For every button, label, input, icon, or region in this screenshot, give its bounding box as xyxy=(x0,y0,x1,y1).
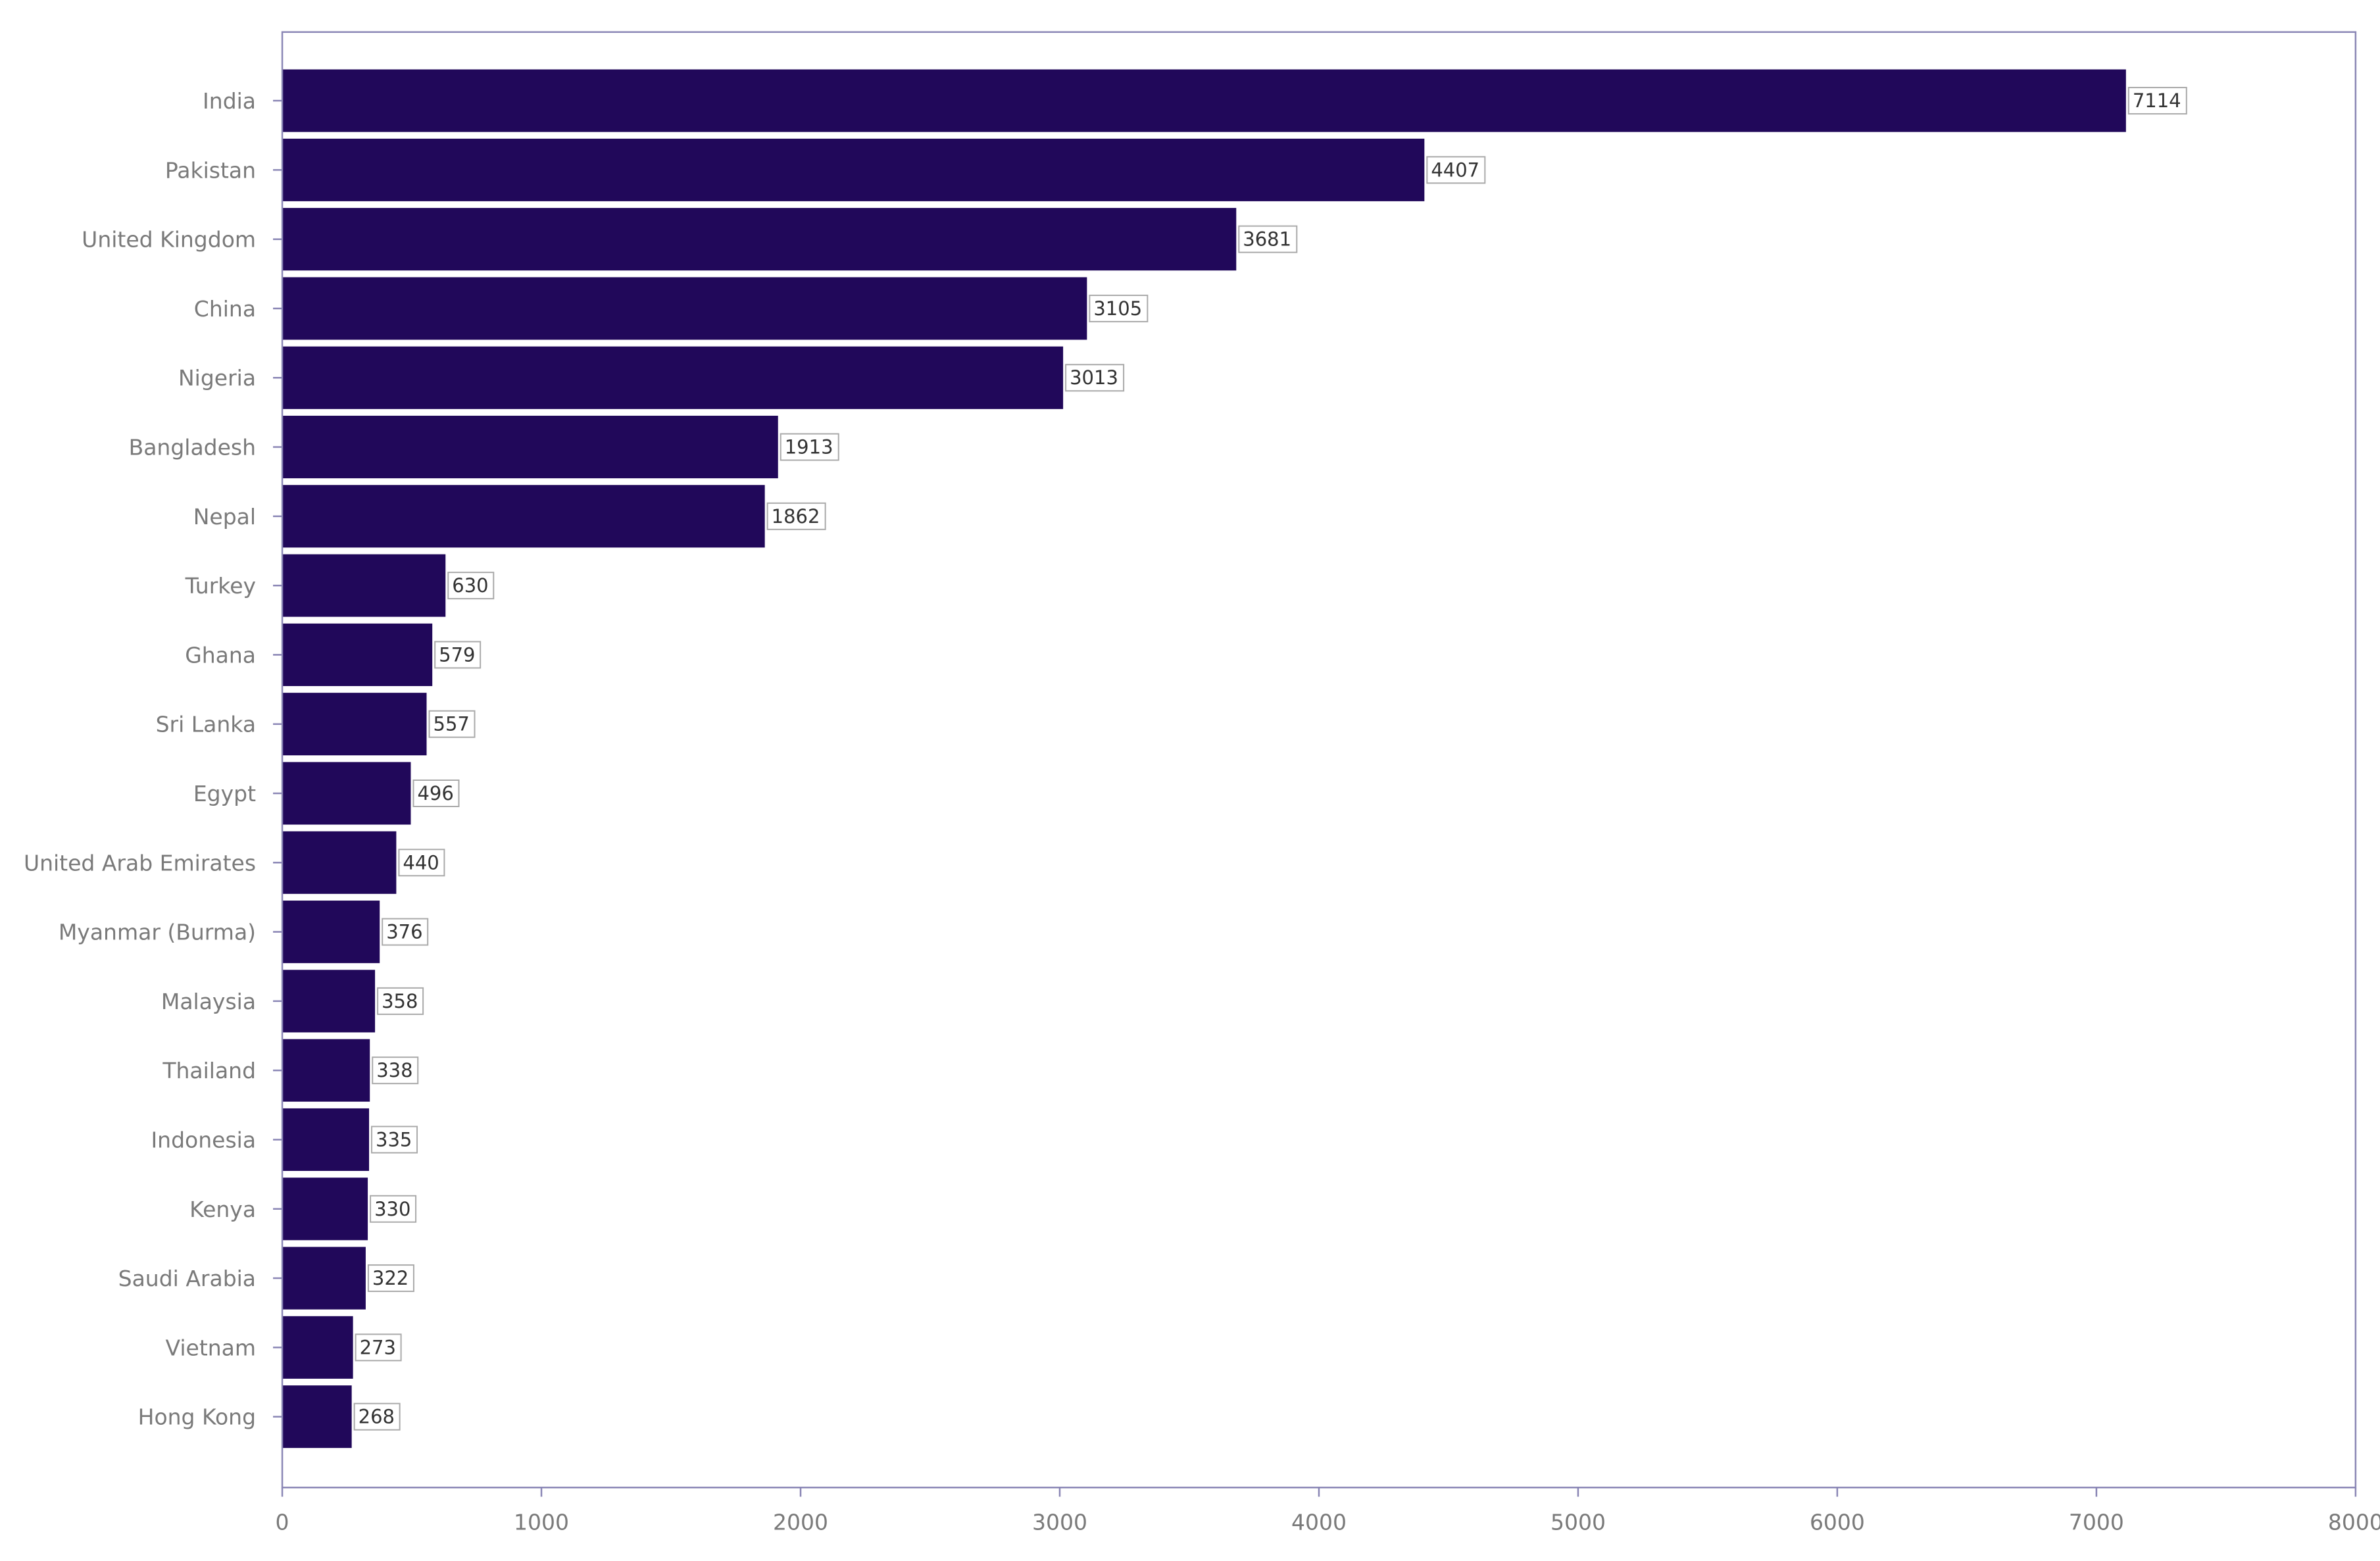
data-label: 1913 xyxy=(785,436,833,458)
category-label: United Arab Emirates xyxy=(24,850,256,876)
bar xyxy=(282,346,1064,409)
category-label: Pakistan xyxy=(165,157,256,183)
category-label: Kenya xyxy=(189,1197,256,1222)
category-label: Myanmar (Burma) xyxy=(59,920,256,945)
bar xyxy=(282,762,411,825)
bar xyxy=(282,970,376,1033)
data-label-box xyxy=(367,1264,414,1293)
bar xyxy=(282,1247,366,1310)
bar xyxy=(282,277,1087,340)
data-label-box xyxy=(355,1333,402,1362)
x-tick-label: 0 xyxy=(276,1509,289,1535)
bar xyxy=(282,69,2126,132)
category-label: Malaysia xyxy=(161,989,256,1014)
category-label: Vietnam xyxy=(166,1335,257,1360)
data-label-box xyxy=(382,918,429,946)
data-label-box xyxy=(372,1056,419,1085)
data-label: 630 xyxy=(452,574,488,597)
data-label-box xyxy=(447,572,495,600)
data-label: 273 xyxy=(360,1336,396,1358)
category-label: India xyxy=(203,88,256,114)
data-label-box xyxy=(370,1195,417,1223)
category-label: Thailand xyxy=(162,1058,256,1083)
x-tick-label: 3000 xyxy=(1032,1509,1087,1535)
bar xyxy=(282,1039,370,1102)
x-tick-label: 4000 xyxy=(1291,1509,1347,1535)
data-label-box xyxy=(1065,364,1125,392)
data-label: 335 xyxy=(376,1128,412,1151)
category-label: Egypt xyxy=(193,781,256,806)
category-label: Nepal xyxy=(193,504,256,530)
data-label: 376 xyxy=(386,921,422,943)
data-label: 3105 xyxy=(1093,297,1142,320)
category-label: Nigeria xyxy=(178,365,256,391)
bar xyxy=(282,901,380,964)
bar xyxy=(282,554,446,617)
data-label-box xyxy=(780,433,839,461)
data-label: 440 xyxy=(403,851,439,874)
data-label: 358 xyxy=(382,990,418,1012)
data-label-box xyxy=(2127,87,2187,115)
category-label: Indonesia xyxy=(151,1127,256,1152)
x-tick-label: 2000 xyxy=(773,1509,828,1535)
data-label-box xyxy=(434,641,482,669)
data-label: 322 xyxy=(372,1267,409,1289)
data-label-box xyxy=(412,780,460,807)
data-label-box xyxy=(377,987,424,1015)
data-label-box xyxy=(1238,225,1298,253)
x-tick-label: 7000 xyxy=(2069,1509,2124,1535)
category-label: Bangladesh xyxy=(129,435,256,460)
data-label: 496 xyxy=(417,782,453,805)
bar xyxy=(282,415,778,479)
bar xyxy=(282,831,397,894)
bar xyxy=(282,485,765,548)
category-label: Hong Kong xyxy=(138,1404,256,1430)
bar xyxy=(282,1108,370,1172)
data-label: 338 xyxy=(376,1059,412,1081)
category-label: Turkey xyxy=(185,573,256,599)
category-label: Saudi Arabia xyxy=(118,1266,256,1291)
data-label-box xyxy=(428,710,476,738)
bar xyxy=(282,1385,352,1449)
x-tick-label: 6000 xyxy=(1810,1509,1865,1535)
bar xyxy=(282,693,427,756)
category-label: United Kingdom xyxy=(82,227,256,253)
category-label: Sri Lanka xyxy=(156,712,256,737)
data-label-box xyxy=(766,502,826,530)
data-label-box xyxy=(398,849,445,877)
x-tick-label: 8000 xyxy=(2328,1509,2380,1535)
bar xyxy=(282,1177,368,1241)
data-label-box xyxy=(1426,156,1486,184)
data-label: 3013 xyxy=(1070,366,1118,389)
data-label: 557 xyxy=(434,713,470,735)
data-label-box xyxy=(371,1126,418,1154)
data-label: 579 xyxy=(439,643,475,666)
data-label: 3681 xyxy=(1243,228,1291,251)
data-label: 268 xyxy=(359,1406,395,1428)
x-tick-label: 5000 xyxy=(1550,1509,1606,1535)
category-label: Ghana xyxy=(185,642,256,668)
bar xyxy=(282,208,1237,271)
data-label: 7114 xyxy=(2133,89,2181,112)
data-label: 1862 xyxy=(772,505,820,528)
data-label-box xyxy=(353,1402,401,1431)
category-label: China xyxy=(194,296,256,322)
data-label: 4407 xyxy=(1431,159,1479,181)
bar xyxy=(282,623,433,686)
x-tick-label: 1000 xyxy=(514,1509,569,1535)
bar xyxy=(282,138,1425,201)
data-label-box xyxy=(1089,294,1149,322)
bar xyxy=(282,1316,353,1379)
data-label: 330 xyxy=(374,1198,410,1220)
